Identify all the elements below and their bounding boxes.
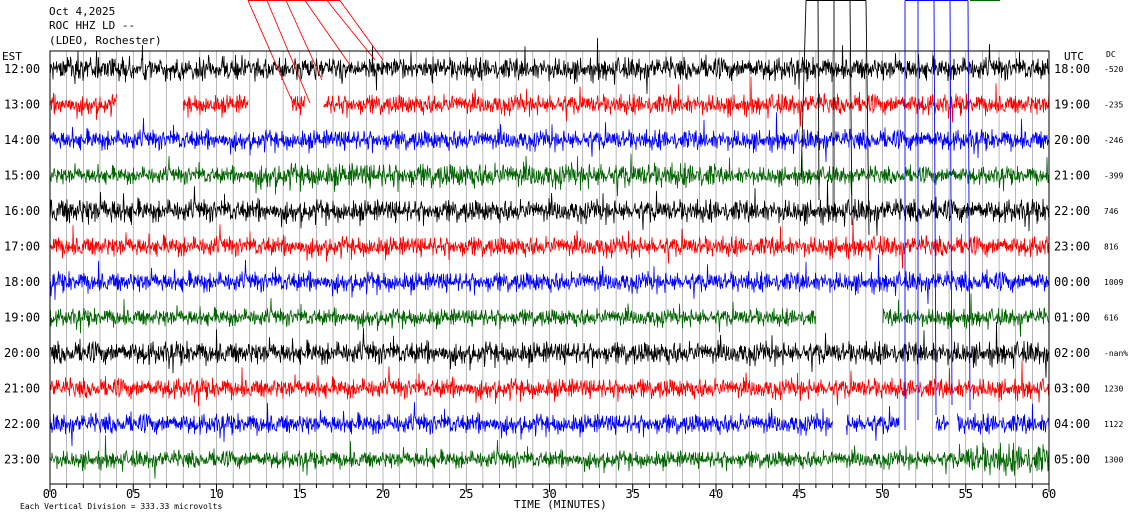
pick-marker-line: [933, 0, 937, 416]
x-tick-label: 40: [709, 487, 723, 501]
x-tick-label: 30: [542, 487, 556, 501]
row-label-est: 17:00: [4, 240, 40, 254]
pick-marker-line: [967, 0, 971, 411]
row-label-est: 18:00: [4, 275, 40, 289]
dc-value: 746: [1104, 207, 1119, 216]
trace-2000: [49, 321, 1050, 378]
row-label-utc: 01:00: [1054, 311, 1090, 325]
pick-marker-line: [849, 0, 853, 226]
pick-marker-line: [266, 0, 311, 104]
x-tick-label: 25: [459, 487, 473, 501]
dc-value: -235: [1104, 101, 1123, 110]
pick-marker-line: [865, 0, 870, 236]
row-label-est: 23:00: [4, 453, 40, 467]
trace-group: [49, 37, 1050, 479]
trace-1200: [49, 37, 1050, 94]
row-label-utc: 03:00: [1054, 382, 1090, 396]
row-label-est: 22:00: [4, 417, 40, 431]
trace-1500: [49, 151, 1050, 197]
pick-marker-line: [800, 0, 807, 181]
row-label-est: 20:00: [4, 346, 40, 360]
row-label-utc: 20:00: [1054, 133, 1090, 147]
row-label-est: 21:00: [4, 382, 40, 396]
trace-1800: [49, 254, 1050, 305]
pick-marker-line: [949, 0, 953, 406]
dc-value: 816: [1104, 243, 1119, 252]
x-tick-label: 35: [626, 487, 640, 501]
row-label-utc: 23:00: [1054, 240, 1090, 254]
dc-value: 1300: [1104, 456, 1123, 465]
x-tick-label: 05: [126, 487, 140, 501]
row-label-utc: 22:00: [1054, 204, 1090, 218]
dc-value: 1122: [1104, 420, 1123, 429]
axis-labels: 12:00 18:00 -520 13:00 19:00 -235 14:00 20:00 -2…: [4, 62, 1128, 501]
x-tick-label: 45: [792, 487, 806, 501]
x-tick-label: 55: [959, 487, 973, 501]
row-label-utc: 00:00: [1054, 275, 1090, 289]
trace-1300: [49, 76, 1050, 127]
pick-marker-line: [817, 0, 820, 201]
trace-2200: [49, 401, 1050, 447]
est-axis-label: EST: [2, 50, 22, 63]
row-label-est: 13:00: [4, 98, 40, 112]
dc-value: -520: [1104, 65, 1123, 74]
x-tick-label: 00: [43, 487, 57, 501]
row-label-utc: 02:00: [1054, 346, 1090, 360]
x-tick-label: 15: [293, 487, 307, 501]
trace-1900: [49, 293, 1050, 337]
scale-note: Each Vertical Division = 333.33 microvol…: [20, 502, 222, 511]
pick-marker-line: [339, 0, 384, 61]
row-label-utc: 18:00: [1054, 62, 1090, 76]
x-tick-label: 10: [209, 487, 223, 501]
trace-1700: [49, 218, 1050, 269]
x-tick-label: 50: [875, 487, 889, 501]
row-label-utc: 21:00: [1054, 169, 1090, 183]
row-label-est: 19:00: [4, 311, 40, 325]
x-tick-label: 60: [1042, 487, 1056, 501]
dc-value: 1230: [1104, 385, 1123, 394]
dc-value: -399: [1104, 172, 1123, 181]
grid-lines: [66, 51, 1033, 484]
header-network: (LDEO, Rochester): [49, 34, 162, 47]
row-label-utc: 19:00: [1054, 98, 1090, 112]
utc-axis-label: UTC: [1064, 50, 1084, 63]
trace-1400: [49, 112, 1050, 163]
dc-value: 1009: [1104, 278, 1123, 287]
plot-frame: [49, 0, 1050, 492]
trace-2300: [49, 435, 1050, 479]
pick-marker-line: [304, 0, 351, 66]
pick-marker-line: [285, 0, 323, 81]
header-date: Oct 4,2025: [49, 5, 116, 18]
dc-value: 616: [1104, 314, 1119, 323]
dc-label: DC: [1106, 50, 1116, 59]
row-label-est: 15:00: [4, 169, 40, 183]
dc-value: -nan%: [1104, 349, 1128, 358]
row-label-est: 16:00: [4, 204, 40, 218]
row-label-est: 12:00: [4, 62, 40, 76]
dc-value: -246: [1104, 136, 1123, 145]
pick-marker-line: [247, 0, 294, 104]
trace-2100: [49, 360, 1050, 407]
trace-1600: [49, 179, 1050, 236]
row-label-utc: 04:00: [1054, 417, 1090, 431]
x-tick-label: 20: [376, 487, 390, 501]
row-label-utc: 05:00: [1054, 453, 1090, 467]
row-label-est: 14:00: [4, 133, 40, 147]
x-axis-title: TIME (MINUTES): [514, 498, 607, 511]
header-station: ROC HHZ LD --: [49, 19, 136, 32]
pick-marker-line: [326, 0, 376, 61]
